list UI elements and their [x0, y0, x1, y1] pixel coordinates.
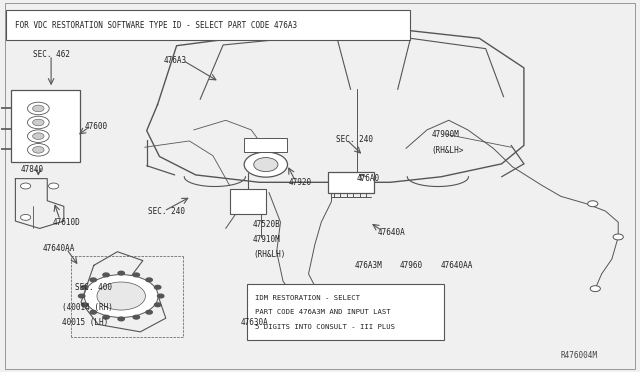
Circle shape [154, 303, 161, 307]
Text: 476A0: 476A0 [357, 174, 380, 183]
Circle shape [90, 278, 97, 282]
Text: SEC. 240: SEC. 240 [336, 135, 373, 144]
Circle shape [33, 133, 44, 140]
Circle shape [588, 201, 598, 207]
Text: SEC. 462: SEC. 462 [33, 51, 70, 60]
Text: 47630A: 47630A [241, 318, 268, 327]
Circle shape [103, 273, 109, 277]
Text: 47600: 47600 [84, 122, 108, 131]
Bar [244, 138, 287, 152]
Text: R476004M: R476004M [561, 350, 598, 360]
Circle shape [97, 282, 145, 310]
Circle shape [81, 303, 88, 307]
Text: 476A3M: 476A3M [355, 261, 383, 270]
Text: (RH&LH>: (RH&LH> [431, 147, 464, 155]
Text: PART CODE 476A3M AND INPUT LAST: PART CODE 476A3M AND INPUT LAST [255, 309, 390, 315]
Circle shape [253, 158, 278, 171]
Circle shape [590, 286, 600, 292]
Circle shape [33, 119, 44, 126]
Circle shape [103, 315, 109, 319]
Text: 47640A: 47640A [378, 228, 405, 237]
Circle shape [154, 285, 161, 289]
Circle shape [133, 315, 140, 319]
Text: 47900M: 47900M [431, 130, 460, 139]
Circle shape [79, 294, 85, 298]
Text: 47640AA: 47640AA [43, 244, 75, 253]
Text: 40015 (LH): 40015 (LH) [62, 318, 108, 327]
Text: 47640AA: 47640AA [441, 261, 474, 270]
Text: 47520B: 47520B [253, 220, 281, 229]
Circle shape [33, 147, 44, 153]
Circle shape [20, 214, 31, 220]
Bar [230, 189, 266, 214]
Bar [328, 172, 374, 193]
Circle shape [28, 144, 49, 156]
Circle shape [613, 234, 623, 240]
Text: FOR VDC RESTORATION SOFTWARE TYPE ID - SELECT PART CODE 476A3: FOR VDC RESTORATION SOFTWARE TYPE ID - S… [15, 20, 298, 29]
Circle shape [90, 310, 97, 314]
Circle shape [28, 116, 49, 129]
Text: IDM RESTORATION - SELECT: IDM RESTORATION - SELECT [255, 295, 360, 301]
Text: 47960: 47960 [399, 261, 423, 270]
Bar [11, 90, 80, 162]
Circle shape [118, 271, 124, 275]
Text: (RH&LH): (RH&LH) [253, 250, 285, 259]
Text: 47910M: 47910M [253, 235, 281, 244]
Circle shape [84, 275, 158, 317]
Text: 47920: 47920 [288, 178, 311, 187]
Text: 5 DIGITS INTO CONSULT - III PLUS: 5 DIGITS INTO CONSULT - III PLUS [255, 324, 395, 330]
Circle shape [49, 183, 59, 189]
FancyBboxPatch shape [6, 10, 410, 40]
Circle shape [33, 105, 44, 112]
Circle shape [244, 152, 287, 177]
Circle shape [28, 102, 49, 115]
Text: SEC. 400: SEC. 400 [75, 283, 111, 292]
Text: SEC. 240: SEC. 240 [148, 207, 185, 217]
Circle shape [81, 285, 88, 289]
Text: 47840: 47840 [20, 165, 44, 174]
FancyBboxPatch shape [246, 284, 444, 340]
Circle shape [28, 130, 49, 142]
Circle shape [146, 310, 152, 314]
Circle shape [118, 317, 124, 321]
Circle shape [133, 273, 140, 277]
Circle shape [146, 278, 152, 282]
Circle shape [157, 294, 164, 298]
Text: 476A3: 476A3 [164, 56, 187, 65]
Text: 47610D: 47610D [52, 218, 80, 227]
Text: (40014 (RH): (40014 (RH) [62, 303, 113, 312]
Circle shape [20, 183, 31, 189]
